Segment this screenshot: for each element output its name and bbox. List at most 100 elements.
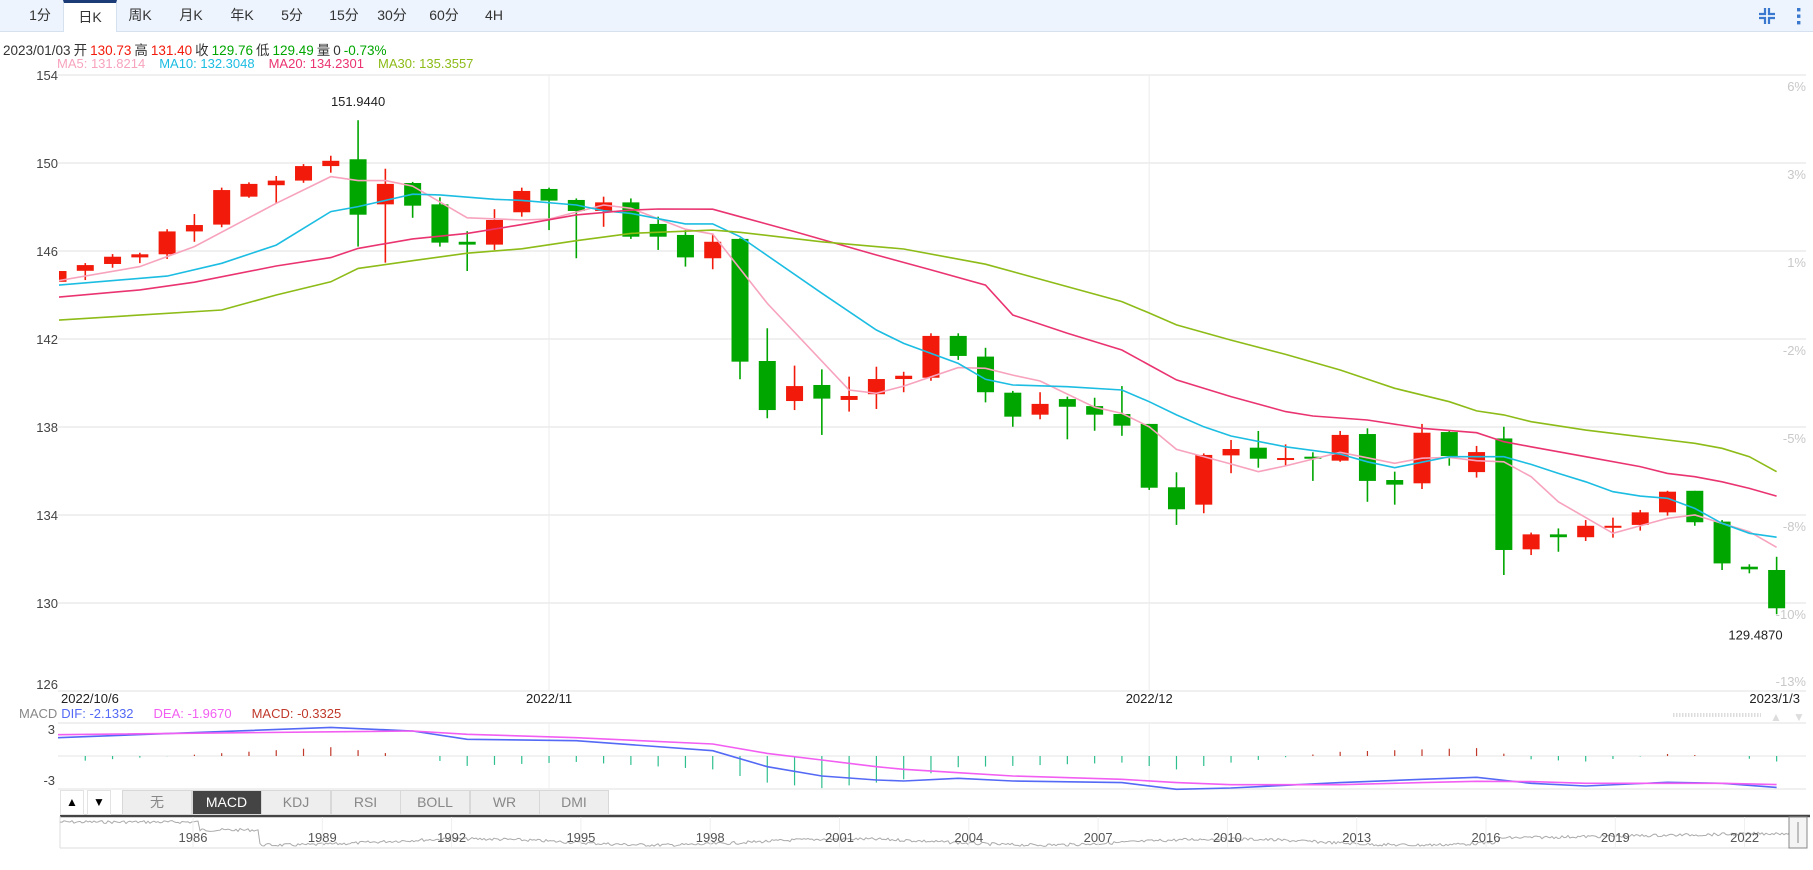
candle[interactable] xyxy=(458,231,476,272)
candle[interactable] xyxy=(540,187,558,231)
tab-period-3[interactable]: 月K xyxy=(179,7,203,23)
more-vertical-icon[interactable] xyxy=(1789,6,1809,26)
candle[interactable] xyxy=(1713,520,1731,570)
candle[interactable] xyxy=(649,216,667,250)
candle-body xyxy=(595,202,613,211)
candle[interactable] xyxy=(704,233,722,270)
candle[interactable] xyxy=(1413,423,1431,490)
candle[interactable] xyxy=(404,181,422,218)
tab-period-4[interactable]: 年K xyxy=(230,7,254,23)
indicator-tab-5[interactable]: WR xyxy=(469,790,540,815)
info-date: 2023/01/03 xyxy=(3,43,71,58)
candle[interactable] xyxy=(1549,528,1567,552)
candle[interactable] xyxy=(595,196,613,227)
candle[interactable] xyxy=(1522,532,1540,556)
candle[interactable] xyxy=(50,270,67,284)
navigator-year-label: 1995 xyxy=(566,830,595,845)
candle[interactable] xyxy=(213,187,231,228)
candle[interactable] xyxy=(104,254,122,268)
candle[interactable] xyxy=(1331,430,1349,462)
candle[interactable] xyxy=(813,369,831,435)
candle-body xyxy=(1631,512,1649,525)
candle[interactable] xyxy=(1167,472,1185,525)
candle[interactable] xyxy=(431,197,449,247)
candle[interactable] xyxy=(1113,386,1131,436)
candle[interactable] xyxy=(1631,509,1649,531)
indicator-tab-4[interactable]: BOLL xyxy=(400,790,470,815)
tab-period-8[interactable]: 60分 xyxy=(429,7,459,23)
close-value: 129.76 xyxy=(211,43,253,58)
panel-up-button[interactable]: ▲ xyxy=(60,790,84,815)
period-tab-bar: 1分 日K 周K 月K 年K 5分 15分 30分 60分 4H xyxy=(0,0,1813,32)
candle[interactable] xyxy=(1140,423,1158,490)
compress-icon[interactable] xyxy=(1757,6,1777,26)
tab-period-0[interactable]: 1分 xyxy=(29,7,51,23)
candle[interactable] xyxy=(267,175,285,204)
candle[interactable] xyxy=(922,333,940,381)
indicator-tab-6[interactable]: DMI xyxy=(539,790,609,815)
indicator-tab-1[interactable]: MACD xyxy=(191,790,262,815)
candle[interactable] xyxy=(840,376,858,412)
candle[interactable] xyxy=(867,366,885,409)
panel-down-button[interactable]: ▼ xyxy=(87,790,111,815)
candle[interactable] xyxy=(622,198,640,239)
candle[interactable] xyxy=(1468,445,1486,478)
candle[interactable] xyxy=(1659,490,1677,516)
navigator-range-handle[interactable] xyxy=(1788,816,1808,849)
open-label: 开 xyxy=(73,43,88,58)
candle[interactable] xyxy=(1195,453,1213,514)
candle[interactable] xyxy=(758,328,776,419)
candle[interactable] xyxy=(1277,444,1295,466)
candle[interactable] xyxy=(1031,392,1049,420)
candle[interactable] xyxy=(977,347,995,403)
candle[interactable] xyxy=(1304,452,1322,481)
tab-period-6[interactable]: 15分 xyxy=(329,7,359,23)
tab-period-9[interactable]: 4H xyxy=(485,7,503,23)
navigator-year-label: 2001 xyxy=(825,830,854,845)
candle[interactable] xyxy=(1768,556,1786,615)
tab-period-2[interactable]: 周K xyxy=(128,7,152,23)
indicator-tab-2[interactable]: KDJ xyxy=(261,790,331,815)
candle[interactable] xyxy=(1604,517,1622,538)
candle[interactable] xyxy=(1086,397,1104,431)
tab-period-7[interactable]: 30分 xyxy=(377,7,407,23)
candle[interactable] xyxy=(349,120,367,247)
candle[interactable] xyxy=(786,365,804,411)
candle[interactable] xyxy=(76,263,94,281)
indicator-tab-3[interactable]: RSI xyxy=(330,790,401,815)
candle[interactable] xyxy=(1358,428,1376,502)
candle[interactable] xyxy=(1386,471,1404,505)
tab-period-5[interactable]: 5分 xyxy=(281,7,303,23)
candle[interactable] xyxy=(1222,439,1240,474)
candle[interactable] xyxy=(158,229,176,259)
candle[interactable] xyxy=(1686,490,1704,526)
candle[interactable] xyxy=(949,333,967,360)
candle[interactable] xyxy=(131,252,149,264)
candle[interactable] xyxy=(1740,564,1758,574)
candle[interactable] xyxy=(895,371,913,393)
candle[interactable] xyxy=(1058,396,1076,440)
candle[interactable] xyxy=(185,214,203,242)
candle[interactable] xyxy=(513,187,531,217)
indicator-tab-0[interactable]: 无 xyxy=(122,790,192,815)
tab-period-1[interactable]: 日K xyxy=(63,0,117,32)
candle[interactable] xyxy=(485,209,503,250)
navigator-history-line xyxy=(59,820,1791,847)
candle[interactable] xyxy=(1577,520,1595,541)
candle[interactable] xyxy=(1440,430,1458,466)
candle[interactable] xyxy=(240,182,258,198)
candle[interactable] xyxy=(322,155,340,173)
candle-body xyxy=(1304,456,1322,459)
candle[interactable] xyxy=(731,238,749,380)
candle[interactable] xyxy=(676,230,694,267)
candles xyxy=(50,120,1786,615)
y-tick-label-percent: 1% xyxy=(1787,255,1806,270)
candle[interactable] xyxy=(1004,390,1022,427)
candle[interactable] xyxy=(567,198,585,259)
y-tick-label: 134 xyxy=(36,508,58,523)
candle[interactable] xyxy=(1495,426,1513,576)
candle[interactable] xyxy=(376,168,394,263)
candle[interactable] xyxy=(295,164,313,183)
candle[interactable] xyxy=(1249,430,1267,468)
